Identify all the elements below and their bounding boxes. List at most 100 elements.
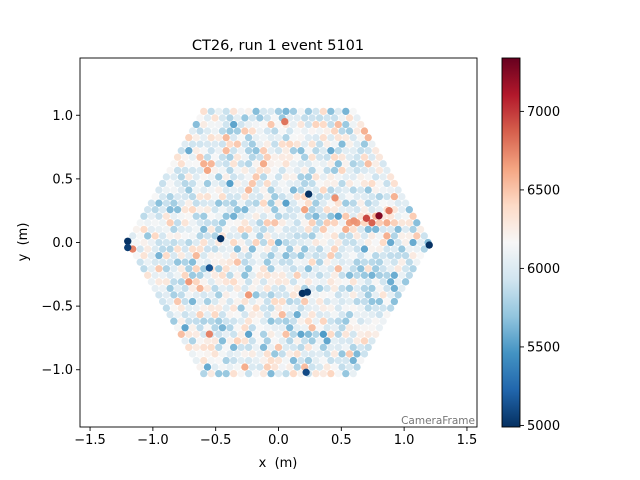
camera-pixel xyxy=(173,219,182,227)
camera-pixel xyxy=(259,173,268,181)
camera-pixel xyxy=(203,258,212,266)
camera-pixel xyxy=(357,160,365,168)
camera-pixel xyxy=(274,265,283,273)
camera-pixel xyxy=(342,369,350,378)
camera-pixel xyxy=(271,363,279,371)
camera-pixel xyxy=(203,271,212,279)
frame-label: CameraFrame xyxy=(401,415,475,427)
camera-pixel xyxy=(185,238,193,247)
camera-pixel xyxy=(140,225,148,234)
camera-pixel xyxy=(409,265,417,273)
camera-pixel xyxy=(315,297,324,306)
camera-pixel xyxy=(211,297,219,306)
camera-pixel xyxy=(345,245,354,253)
camera-pixel xyxy=(256,284,264,293)
camera-pixel xyxy=(158,219,167,227)
camera-pixel xyxy=(158,297,167,306)
camera-pixel xyxy=(357,251,365,260)
camera-pixel xyxy=(368,245,376,253)
camera-pixel xyxy=(241,258,249,266)
camera-pixel xyxy=(289,238,298,247)
camera-pixel xyxy=(252,317,260,325)
camera-pixel xyxy=(267,330,275,338)
camera-pixel xyxy=(185,186,193,194)
camera-pixel xyxy=(301,232,309,240)
camera-pixel xyxy=(282,160,290,168)
camera-pixel xyxy=(226,245,234,253)
camera-pixel xyxy=(315,337,324,345)
camera-pixel xyxy=(241,114,249,122)
camera-pixel xyxy=(222,147,230,155)
camera-pixel xyxy=(304,317,313,325)
camera-pixel xyxy=(147,278,156,286)
camera-pixel xyxy=(177,291,185,299)
camera-pixel xyxy=(282,251,290,260)
camera-pixel xyxy=(203,179,212,188)
camera-pixel xyxy=(278,127,286,135)
camera-pixel xyxy=(297,238,305,247)
camera-pixel xyxy=(244,265,253,273)
camera-pixel xyxy=(297,251,305,260)
camera-pixel xyxy=(304,278,313,286)
camera-pixel xyxy=(338,153,346,161)
camera-pixel xyxy=(342,133,350,142)
camera-pixel xyxy=(248,166,256,175)
camera-pixel xyxy=(327,120,335,129)
camera-pixel xyxy=(129,232,137,240)
camera-pixel xyxy=(286,297,294,306)
camera-pixel xyxy=(319,107,328,116)
camera-pixel xyxy=(218,192,227,201)
camera-pixel xyxy=(342,265,350,273)
camera-pixel xyxy=(252,291,260,299)
camera-pixel xyxy=(207,317,215,325)
camera-pixel xyxy=(334,291,342,299)
camera-pixel xyxy=(327,225,335,234)
camera-pixel xyxy=(342,120,350,129)
camera-pixel xyxy=(188,166,197,175)
camera-pixel xyxy=(241,245,249,253)
camera-pixel xyxy=(229,343,238,352)
camera-pixel xyxy=(334,120,342,129)
camera-pixel xyxy=(353,324,361,332)
camera-pixel xyxy=(244,173,253,181)
camera-pixel xyxy=(278,206,286,214)
camera-pixel xyxy=(237,225,245,234)
camera-pixel xyxy=(196,284,204,293)
camera-pixel xyxy=(147,251,156,260)
camera-pixel xyxy=(158,232,167,240)
camera-pixel xyxy=(282,225,290,234)
camera-pixel xyxy=(177,212,185,220)
camera-pixel xyxy=(170,291,178,299)
camera-pixels xyxy=(124,107,433,378)
camera-pixel xyxy=(252,238,260,247)
camera-pixel xyxy=(211,114,219,122)
camera-pixel xyxy=(263,310,271,319)
camera-pixel xyxy=(244,304,253,312)
camera-pixel xyxy=(229,291,238,299)
camera-pixel xyxy=(196,337,204,345)
camera-pixel xyxy=(218,245,227,253)
camera-pixel xyxy=(368,324,376,332)
camera-pixel xyxy=(364,265,372,273)
camera-pixel xyxy=(293,114,301,122)
camera-pixel xyxy=(383,284,391,293)
camera-pixel xyxy=(342,173,350,181)
camera-pixel xyxy=(256,179,264,188)
camera-pixel xyxy=(185,199,193,207)
camera-pixel xyxy=(390,179,399,188)
camera-pixel xyxy=(192,133,200,142)
camera-pixel xyxy=(304,225,313,234)
camera-pixel xyxy=(185,291,193,299)
camera-pixel xyxy=(162,225,171,234)
camera-pixel xyxy=(312,186,320,194)
camera-pixel xyxy=(345,114,354,122)
camera-pixel xyxy=(229,330,238,338)
camera-pixel xyxy=(274,238,283,247)
camera-pixel xyxy=(353,363,361,371)
camera-pixel xyxy=(274,147,283,155)
camera-pixel xyxy=(375,206,384,214)
camera-pixel xyxy=(244,238,253,247)
camera-pixel xyxy=(372,238,380,247)
camera-pixel xyxy=(188,192,197,201)
camera-pixel xyxy=(252,343,260,352)
